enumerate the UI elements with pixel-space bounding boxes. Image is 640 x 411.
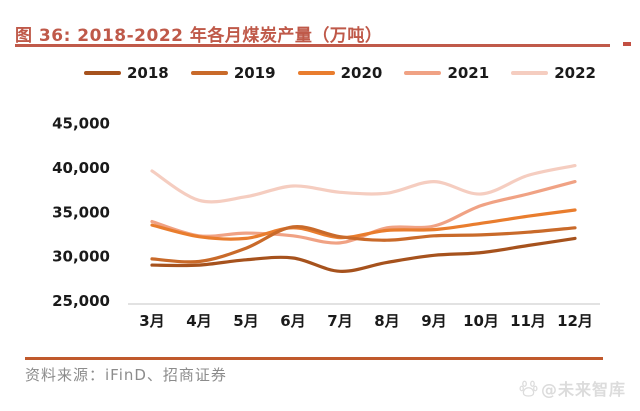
legend-swatch-2020	[297, 71, 335, 75]
legend-label-2022: 2022	[554, 64, 596, 82]
y-tick-label-25000: 25,000	[52, 292, 110, 310]
legend-swatch-2021	[404, 71, 442, 75]
x-tick-label-3月: 3月	[139, 312, 164, 330]
source-text: 资料来源：iFinD、招商证券	[25, 366, 227, 384]
x-tick-label-12月: 12月	[557, 312, 593, 330]
series-line-2020	[150, 208, 577, 241]
legend-item-2018: 2018	[84, 64, 169, 82]
x-tick-label-4月: 4月	[186, 312, 211, 330]
x-tick-label-7月: 7月	[327, 312, 352, 330]
legend-item-2020: 2020	[297, 64, 383, 82]
legend-swatch-2018	[84, 71, 121, 75]
series-line-2022	[150, 164, 577, 204]
title-accent-dash	[623, 42, 631, 46]
x-tick-label-6月: 6月	[280, 312, 305, 330]
legend-label-2018: 2018	[127, 64, 169, 82]
legend-swatch-2019	[190, 71, 228, 75]
line-chart: 45,000 40,000 35,000 30,000 25,000 3月 4月 5月 6月 7月…	[52, 115, 600, 330]
legend-item-2021: 2021	[404, 64, 489, 82]
series-line-2019	[150, 225, 577, 264]
x-tick-label-10月: 10月	[463, 312, 499, 330]
legend-label-2019: 2019	[233, 64, 276, 82]
y-tick-label-35000: 35,000	[52, 203, 110, 221]
x-tick-label-9月: 9月	[421, 312, 446, 330]
baijiahao-paw-icon	[519, 380, 538, 397]
x-tick-label-5月: 5月	[233, 312, 258, 330]
x-tick-label-8月: 8月	[374, 312, 399, 330]
legend-swatch-2022	[511, 71, 549, 75]
x-tick-label-11月: 11月	[510, 312, 546, 330]
y-tick-label-40000: 40,000	[52, 159, 110, 177]
watermark: @未来智库	[519, 376, 626, 400]
legend: 2018 2019 2020 2021 2022	[84, 64, 596, 82]
watermark-text: @未来智库	[540, 380, 626, 399]
legend-label-2020: 2020	[340, 64, 383, 82]
series-line-2018	[150, 236, 577, 273]
y-tick-label-45000: 45,000	[52, 115, 110, 133]
footer-rule	[25, 357, 603, 360]
legend-item-2019: 2019	[190, 64, 276, 82]
title-underline	[15, 44, 610, 47]
legend-item-2022: 2022	[511, 64, 596, 82]
legend-label-2021: 2021	[447, 64, 490, 82]
figure-title: 图 36: 2018-2022 年各月煤炭产量（万吨）	[15, 26, 383, 46]
y-tick-label-30000: 30,000	[52, 248, 110, 266]
